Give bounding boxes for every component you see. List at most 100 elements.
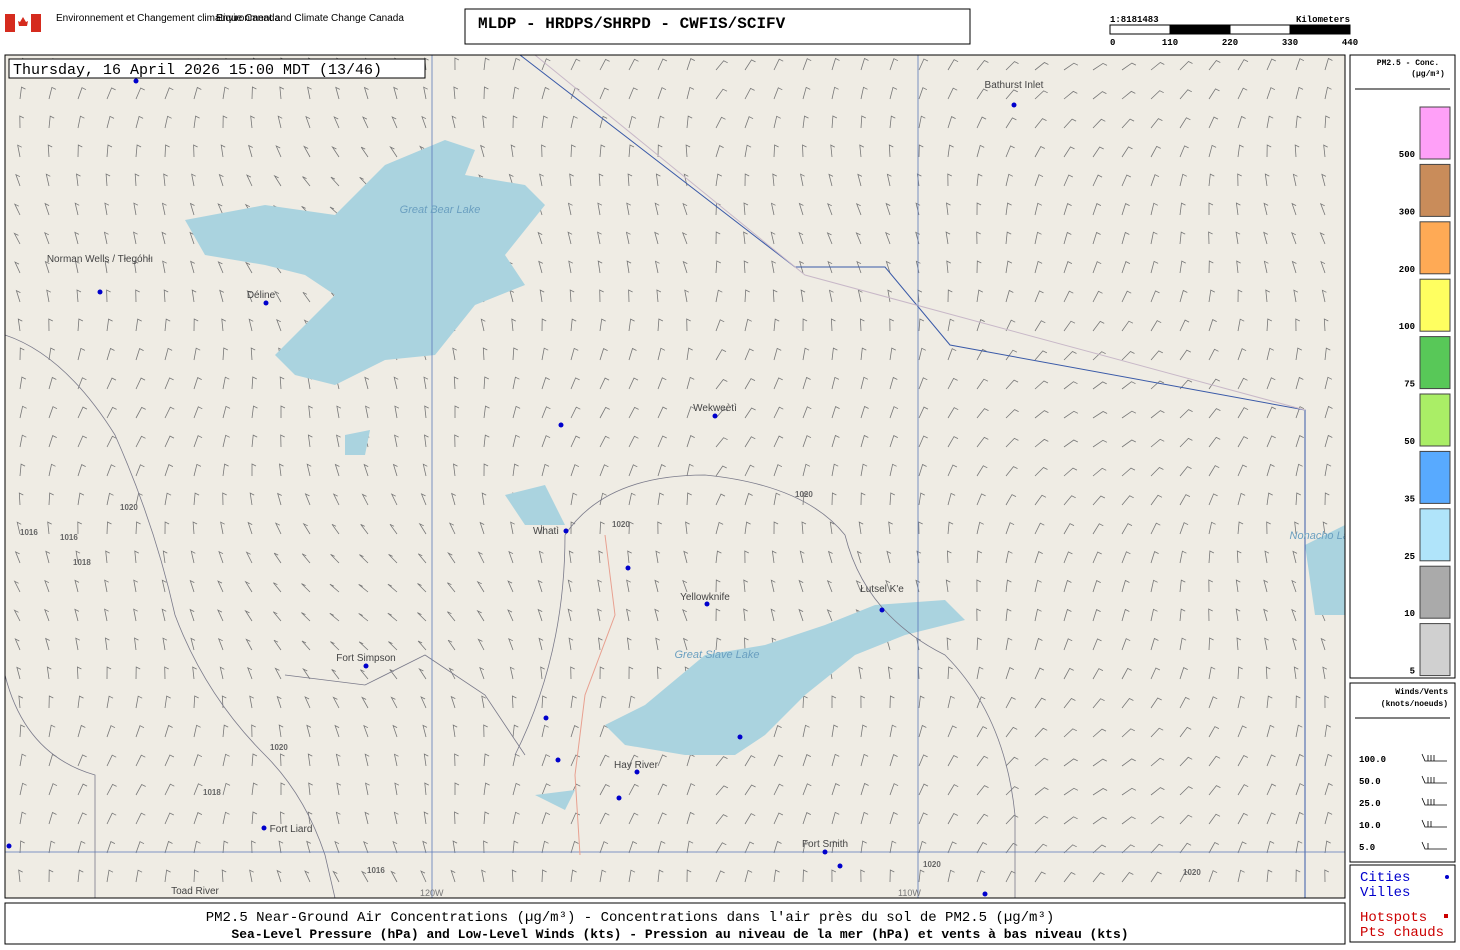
wind-barb <box>743 202 749 216</box>
wind-barb <box>976 378 989 390</box>
wind-barb <box>715 870 725 883</box>
wind-barb <box>540 666 545 680</box>
wind-barb <box>1005 61 1019 71</box>
wind-barb <box>249 695 254 709</box>
wind-barb <box>683 173 689 187</box>
pm-level-label: 25 <box>1404 552 1415 562</box>
wind-barb <box>451 492 456 506</box>
wind-barb <box>106 869 114 883</box>
wind-barb <box>392 840 398 854</box>
place-label: Wekweètì <box>693 403 737 414</box>
wind-barb <box>273 552 282 564</box>
wind-barb <box>244 580 253 593</box>
wind-barb <box>626 202 631 216</box>
wind-barb <box>277 492 282 506</box>
wind-barb <box>1121 381 1136 390</box>
wind-barb <box>947 754 958 767</box>
wind-barb <box>1034 90 1048 100</box>
wind-barb <box>599 841 609 854</box>
wind-barb <box>48 435 57 448</box>
wind-barb <box>1266 754 1276 767</box>
wind-barb <box>1324 811 1333 825</box>
wind-barb <box>976 521 984 535</box>
wind-barb <box>1034 260 1043 274</box>
wind-barb <box>599 318 606 332</box>
wind-barb <box>860 463 868 477</box>
wind-barb <box>831 57 840 71</box>
wind-barb-symbol <box>1421 819 1447 828</box>
wind-barb <box>976 116 987 129</box>
wind-barb <box>1063 118 1077 129</box>
wind-barb <box>1235 608 1241 622</box>
wind-barb <box>1034 494 1047 506</box>
wind-barb <box>654 579 660 593</box>
wind-barb <box>222 376 230 390</box>
wind-barb <box>1208 260 1214 274</box>
wind-barb <box>946 202 951 216</box>
wind-barb <box>976 841 988 854</box>
pm-swatch <box>1419 623 1451 677</box>
wind-barb <box>330 554 340 564</box>
wind-barb <box>860 753 869 767</box>
wind-barb <box>947 289 953 303</box>
wind-barb <box>1121 146 1133 158</box>
wind-barb <box>48 869 54 883</box>
wind-barb <box>74 202 80 216</box>
wind-barb <box>715 608 721 622</box>
wind-barb <box>1321 173 1327 187</box>
pm-swatch <box>1419 106 1451 160</box>
wind-barb <box>48 86 57 100</box>
wind-barb <box>1237 869 1245 883</box>
wind-barb <box>1237 87 1248 100</box>
wind-barb <box>217 261 224 274</box>
wind-barb <box>19 86 26 100</box>
pm-swatch <box>1419 450 1451 504</box>
wind-barb <box>1237 173 1242 187</box>
wind-barb <box>1150 467 1164 477</box>
wind-barb <box>422 463 428 477</box>
wind-barb <box>161 202 167 216</box>
wind-barb <box>1121 728 1135 738</box>
wind-barb <box>219 289 224 303</box>
wind-barb <box>76 173 81 187</box>
wind-barb <box>1295 115 1302 129</box>
wind-barb <box>889 58 899 71</box>
wind-barb <box>334 840 340 854</box>
wind-barb <box>947 695 955 709</box>
wind-barb <box>1034 410 1049 419</box>
wind-barb <box>831 492 837 506</box>
wind-barb <box>1063 697 1076 709</box>
wind-barb <box>685 144 691 158</box>
wind-barb <box>628 666 634 680</box>
wind-barb <box>1121 90 1136 100</box>
wind-barb <box>715 349 727 361</box>
wind-barb <box>570 725 579 738</box>
wind-barb <box>541 840 549 854</box>
wind-barb <box>1208 348 1219 361</box>
place-label: Norman Wells / Tłegóhłı <box>47 254 153 265</box>
wind-barb <box>1324 840 1331 854</box>
wind-barb <box>135 289 140 303</box>
wind-barb <box>570 318 577 332</box>
wind-barb <box>1179 466 1192 477</box>
wind-barb <box>831 695 837 708</box>
wind-barb <box>918 724 927 738</box>
wind-barb <box>1034 522 1045 535</box>
wind-barb <box>217 203 224 216</box>
wind-barb <box>918 521 923 535</box>
wind-barb <box>1034 843 1048 854</box>
wind-barb <box>1005 637 1013 651</box>
wind-barb <box>189 608 195 622</box>
wind-barb <box>302 667 311 680</box>
wind-barb <box>770 579 776 593</box>
wind-barb <box>135 144 142 158</box>
wind-barb <box>599 289 604 303</box>
wind-barb <box>1235 202 1241 216</box>
wind-barb <box>134 637 139 651</box>
wind-barb <box>570 435 581 448</box>
wind-barb <box>744 550 749 564</box>
wind-barb <box>541 144 546 158</box>
wind-barb <box>77 783 88 796</box>
wind-barb <box>628 377 639 390</box>
wind-barb <box>889 811 898 825</box>
